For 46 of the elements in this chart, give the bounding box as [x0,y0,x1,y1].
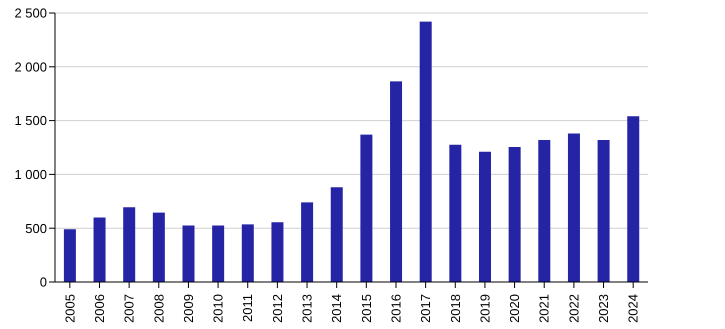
x-tick-label: 2006 [92,294,107,323]
bar [301,202,314,282]
bar [212,226,224,282]
x-tick-label: 2015 [358,294,374,323]
x-tick-label: 2018 [448,294,463,323]
x-tick-label: 2023 [596,294,612,323]
y-tick-label: 2 000 [14,59,47,74]
bar [598,140,610,282]
x-tick-label: 2010 [210,294,226,323]
bar [478,152,491,282]
bar [271,222,284,282]
x-tick-label: 2022 [566,294,582,323]
bar [242,224,254,282]
bar [123,207,136,282]
bar [568,134,580,282]
bar [449,144,462,282]
y-tick-label: 1 000 [14,167,47,182]
bar [94,217,106,282]
x-tick-label: 2017 [418,294,434,323]
bar [152,212,165,282]
x-tick-label: 2011 [240,294,256,322]
x-tick-label: 2024 [626,294,641,323]
bar [508,146,521,282]
y-tick-label: 1 500 [14,113,47,128]
bar [360,134,372,282]
x-tick-label: 2021 [536,294,552,323]
x-tick-label: 2012 [270,294,285,323]
x-tick-label: 2005 [62,294,78,323]
x-tick-label: 2014 [329,294,344,323]
bar [64,229,76,282]
x-tick-label: 2008 [151,294,166,323]
x-tick-label: 2019 [477,294,492,323]
bar [330,187,343,282]
x-tick-label: 2013 [300,294,315,323]
y-tick-label: 2 500 [14,6,47,21]
y-tick-label: 0 [40,274,47,290]
bar [390,81,402,282]
x-tick-label: 2007 [122,294,137,323]
bar [627,116,640,282]
y-tick-label: 500 [25,220,47,236]
bar [420,22,432,282]
x-tick-label: 2020 [507,294,522,323]
bar [538,140,550,282]
x-tick-label: 2009 [180,294,196,323]
bar [182,226,194,282]
x-tick-label: 2016 [388,294,404,323]
